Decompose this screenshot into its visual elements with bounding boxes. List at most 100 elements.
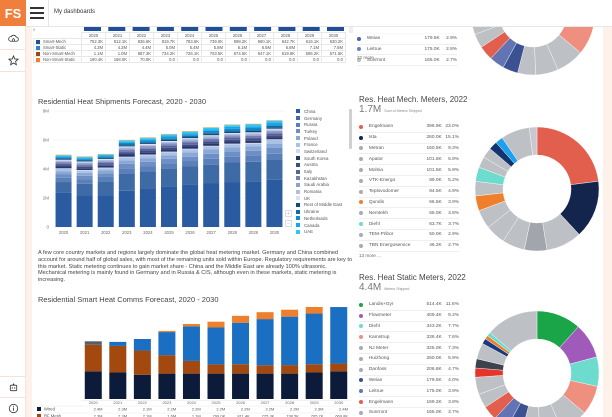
bar-segment[interactable] (161, 133, 177, 135)
list-item[interactable]: Qundis 66.5K 3.9% (359, 198, 459, 209)
list-item[interactable]: Ista 260.0K 15.1% (359, 133, 459, 144)
bar-segment[interactable] (97, 181, 114, 196)
bar-segment[interactable] (55, 163, 72, 166)
bar-segment[interactable] (139, 145, 156, 148)
row-label[interactable]: Non-Smart-Mech (33, 50, 82, 57)
bar-segment[interactable] (224, 143, 241, 145)
bar-segment[interactable] (182, 326, 200, 361)
bar-segment[interactable] (245, 132, 262, 134)
bar-segment[interactable] (266, 120, 283, 121)
bar-segment[interactable] (203, 145, 220, 147)
bar-segment[interactable] (203, 141, 220, 144)
bar-segment[interactable] (203, 138, 220, 141)
bar-segment[interactable] (245, 133, 262, 135)
bar-segment[interactable] (207, 373, 225, 399)
bar-segment[interactable] (182, 166, 199, 185)
bar-segment[interactable] (84, 344, 102, 372)
bar-segment[interactable] (182, 360, 200, 374)
bar-segment[interactable] (118, 148, 135, 150)
legend-item[interactable]: UAE (296, 228, 342, 235)
pie-slice[interactable] (489, 310, 538, 352)
bar-segment[interactable] (118, 140, 135, 142)
list-item[interactable]: Diehl 63.7K 3.7% (359, 219, 459, 230)
bar-segment[interactable] (203, 158, 220, 165)
bar-segment[interactable] (266, 143, 283, 148)
bar-segment[interactable] (139, 137, 156, 139)
list-item[interactable]: Landis+Gyr 514.4K 11.6% (359, 300, 459, 311)
bar-segment[interactable] (266, 130, 283, 133)
bar-segment[interactable] (207, 321, 225, 328)
list-item[interactable]: Nemtekh 65.0K 3.8% (359, 208, 459, 220)
bar-segment[interactable] (139, 166, 156, 172)
bar-segment[interactable] (224, 141, 241, 144)
bar-segment[interactable] (158, 330, 176, 333)
bar-segment[interactable] (266, 147, 283, 154)
bar-segment[interactable] (161, 139, 177, 142)
bar-segment[interactable] (224, 126, 241, 129)
list-item[interactable]: Weian 179.5K 4.0% (359, 376, 459, 387)
bar-segment[interactable] (109, 341, 127, 346)
bar-segment[interactable] (161, 155, 177, 159)
bar-segment[interactable] (232, 373, 250, 399)
bar-segment[interactable] (133, 374, 151, 399)
bar-segment[interactable] (97, 153, 114, 155)
bar-segment[interactable] (118, 153, 135, 155)
bar-segment[interactable] (182, 149, 199, 153)
bar-segment[interactable] (224, 133, 241, 136)
bar-segment[interactable] (139, 154, 156, 156)
bar-segment[interactable] (76, 179, 93, 184)
bar-segment[interactable] (245, 138, 262, 141)
scrollbar[interactable] (349, 27, 353, 33)
bar-segment[interactable] (182, 136, 199, 139)
bar-segment[interactable] (55, 157, 72, 159)
bar-segment[interactable] (139, 188, 156, 227)
bar-segment[interactable] (118, 147, 135, 149)
bar-segment[interactable] (139, 148, 156, 151)
legend-item[interactable]: Austria (296, 162, 342, 169)
bar-segment[interactable] (182, 373, 200, 399)
bar-segment[interactable] (266, 129, 283, 131)
bar-segment[interactable] (118, 156, 135, 158)
bar-segment[interactable] (161, 147, 177, 150)
bar-segment[interactable] (76, 170, 93, 173)
bar-segment[interactable] (281, 309, 299, 317)
bar-segment[interactable] (161, 137, 177, 139)
list-item[interactable]: Teplovodomer 84.5K 4.9% (359, 187, 459, 198)
legend-item[interactable]: Ukraine (296, 208, 342, 215)
bar-segment[interactable] (161, 163, 177, 169)
legend-item[interactable]: Russia (296, 121, 342, 128)
bar-segment[interactable] (266, 122, 283, 125)
bar-segment[interactable] (97, 170, 114, 174)
bar-segment[interactable] (203, 137, 220, 139)
bar-segment[interactable] (118, 173, 135, 191)
bar-segment[interactable] (203, 132, 220, 134)
legend-item[interactable]: France (296, 141, 342, 148)
bar-segment[interactable] (203, 127, 220, 130)
bar-segment[interactable] (203, 183, 220, 228)
bar-segment[interactable] (139, 143, 156, 145)
bar-segment[interactable] (76, 157, 93, 158)
list-item[interactable]: NJ Meter 325.0K 7.3% (359, 343, 459, 354)
list-item[interactable]: Huizhong 260.0K 5.9% (359, 354, 459, 365)
bar-segment[interactable] (182, 141, 199, 144)
bar-segment[interactable] (245, 137, 262, 139)
list-item[interactable]: Sunrront 165.0K 2.7% (357, 55, 457, 67)
bar-segment[interactable] (182, 138, 199, 139)
bar-segment[interactable] (55, 161, 72, 163)
legend-item[interactable]: Italy (296, 168, 342, 175)
bar-segment[interactable] (330, 307, 348, 364)
list-item[interactable]: Engelmann 396.9K 23.0% (359, 122, 459, 133)
bar-segment[interactable] (224, 128, 241, 131)
bar-segment[interactable] (161, 149, 177, 152)
list-item[interactable]: TBN Energoservice 46.2K 2.7% (359, 241, 459, 252)
bar-segment[interactable] (245, 124, 262, 127)
bar-segment[interactable] (224, 125, 241, 127)
bar-segment[interactable] (118, 157, 135, 161)
cloud-home-button[interactable] (0, 28, 26, 50)
bar-segment[interactable] (207, 364, 225, 374)
bar-segment[interactable] (139, 171, 156, 189)
bar-segment[interactable] (305, 307, 323, 314)
bar-segment[interactable] (139, 152, 156, 155)
bar-segment[interactable] (55, 157, 72, 158)
list-item[interactable]: Diehl 343.2K 7.7% (359, 322, 459, 333)
